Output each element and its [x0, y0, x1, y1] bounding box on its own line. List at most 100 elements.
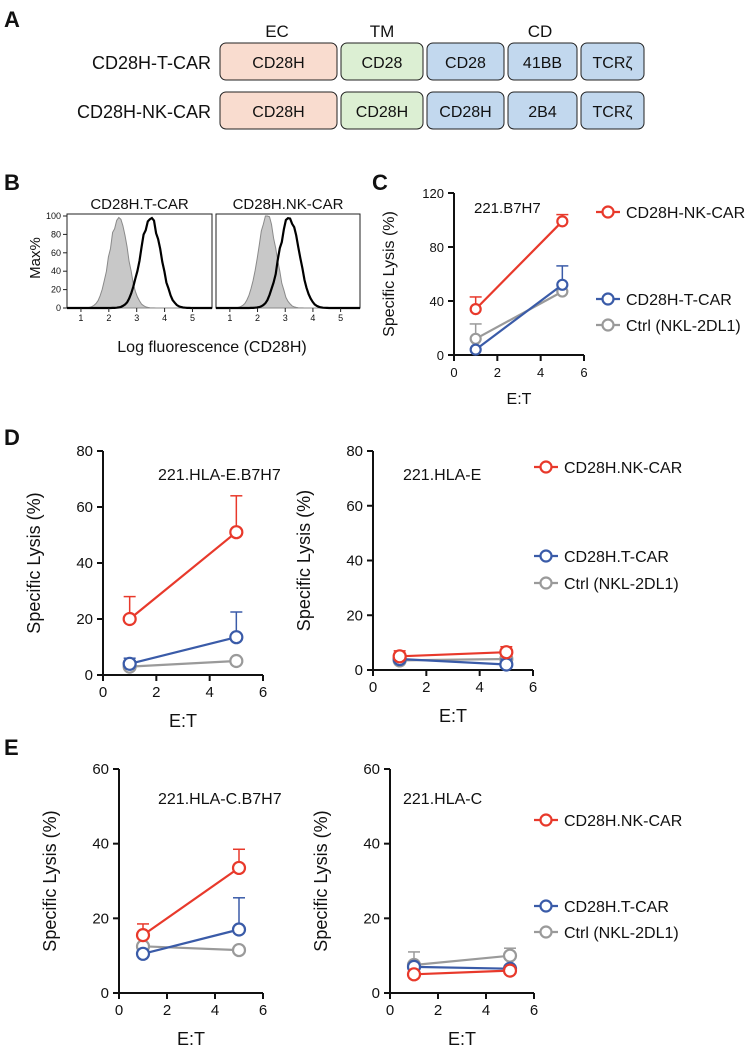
series-line [129, 659, 237, 668]
y-tick-label: 0 [437, 348, 444, 363]
y-tick-label: 80 [76, 443, 93, 460]
domain-label: CD28H [252, 55, 304, 72]
x-tick-label: 2 [422, 679, 430, 696]
y-tick-label: 40 [346, 553, 363, 570]
flow-ylabel: Max% [27, 237, 44, 279]
flow-ytick-label: 80 [51, 229, 61, 239]
data-point [469, 332, 482, 345]
chart-title: 221.B7H7 [474, 200, 541, 217]
x-tick-label: 0 [115, 1002, 123, 1019]
data-point [502, 948, 518, 963]
y-tick-label: 80 [430, 240, 444, 255]
domain-label: 41BB [523, 55, 562, 72]
domain-box [507, 91, 578, 130]
legend-marker [601, 318, 615, 332]
series-nk [135, 848, 247, 943]
y-tick-label: 20 [363, 910, 380, 927]
domain-label: TCRζ [593, 104, 633, 121]
panel-letter-a: A [4, 7, 20, 32]
domain-label: CD28H [356, 104, 408, 121]
legend-e: CD28H.NK-CAR CD28H.T-CAR Ctrl (NKL-2DL1) [534, 813, 682, 942]
data-point [231, 942, 247, 958]
data-point [231, 860, 247, 876]
data-point [392, 649, 407, 664]
flow-panel-title: CD28H.T-CAR [90, 196, 189, 213]
data-point [499, 657, 514, 672]
flow-xtick-label: 2 [255, 313, 260, 323]
x-axis-label: E:T [439, 706, 467, 726]
x-tick-label: 6 [530, 1002, 538, 1019]
x-tick-label: 6 [580, 365, 587, 380]
car-histogram [67, 216, 212, 310]
flow-histograms: Max% Log fluorescence (CD28H) CD28H.T-CA… [27, 196, 361, 356]
data-point [229, 653, 244, 669]
y-tick-label: 20 [346, 607, 363, 624]
data-point [231, 922, 247, 937]
series-line [413, 954, 511, 967]
domain-box [219, 91, 338, 130]
x-tick-label: 4 [211, 1002, 219, 1019]
series-line [142, 945, 240, 952]
legend-marker [539, 925, 553, 939]
flow-panel-title: CD28H.NK-CAR [233, 196, 344, 213]
series-t [122, 611, 244, 671]
legend-marker [539, 460, 553, 474]
flow-xtick-label: 4 [162, 313, 167, 323]
y-axis-label: Specific Lysis (%) [24, 492, 44, 633]
y-axis-label: Specific Lysis (%) [311, 810, 331, 951]
header-ec: EC [265, 22, 289, 41]
y-tick-label: 40 [76, 555, 93, 572]
car-histogram [216, 217, 360, 310]
legend-label: Ctrl (NKL-2DL1) [564, 925, 679, 942]
flow-xtick-label: 2 [106, 313, 111, 323]
x-tick-label: 4 [482, 1002, 490, 1019]
series-ctrl [469, 285, 569, 345]
x-tick-label: 0 [99, 684, 107, 701]
x-tick-label: 4 [537, 365, 544, 380]
flow-xtick-label: 1 [227, 313, 232, 323]
y-axis-label: Specific Lysis (%) [294, 490, 314, 631]
data-point [502, 963, 518, 978]
data-point [406, 967, 422, 982]
legend-d: CD28H.NK-CAR CD28H.T-CAR Ctrl (NKL-2DL1) [534, 460, 682, 593]
x-tick-label: 0 [386, 1002, 394, 1019]
chart-title: 221.HLA-C.B7H7 [158, 791, 282, 808]
y-tick-label: 40 [430, 294, 444, 309]
x-axis-label: E:T [507, 391, 532, 408]
series-nk [469, 213, 569, 316]
legend-label: Ctrl (NKL-2DL1) [626, 318, 741, 335]
series-t [469, 265, 569, 356]
series-line [413, 965, 511, 970]
flow-xtick-label: 1 [78, 313, 83, 323]
series-line [142, 928, 240, 955]
y-axis-label: Specific Lysis (%) [40, 810, 60, 951]
flow-xtick-label: 5 [190, 313, 195, 323]
x-tick-label: 6 [259, 684, 267, 701]
series-line [475, 283, 563, 351]
series-nk [392, 645, 514, 664]
header-tm: TM [370, 22, 395, 41]
data-point [556, 278, 569, 291]
flow-plot-frame [215, 213, 361, 309]
control-histogram [216, 215, 360, 309]
series-line [399, 657, 507, 666]
y-tick-label: 60 [346, 498, 363, 515]
x-tick-label: 4 [475, 679, 483, 696]
chart-c: 0 2 4 6 0 40 80 120 E:T Specific Lysis (%) 221.B7H… [381, 186, 588, 408]
legend-marker [601, 205, 615, 219]
header-cd: CD [528, 22, 553, 41]
legend-label: CD28H-NK-CAR [626, 205, 745, 222]
data-point [135, 946, 151, 961]
flow-xtick-label: 5 [338, 313, 343, 323]
legend-label: CD28H.NK-CAR [564, 460, 682, 477]
panel-letter-c: C [372, 170, 388, 195]
y-tick-label: 0 [85, 667, 93, 684]
series-t [135, 897, 247, 961]
legend-label: CD28H-T-CAR [626, 292, 732, 309]
domain-label: CD28 [362, 55, 403, 72]
legend-marker [601, 292, 615, 306]
flow-ytick-label: 100 [46, 211, 61, 221]
legend-marker [539, 813, 553, 827]
